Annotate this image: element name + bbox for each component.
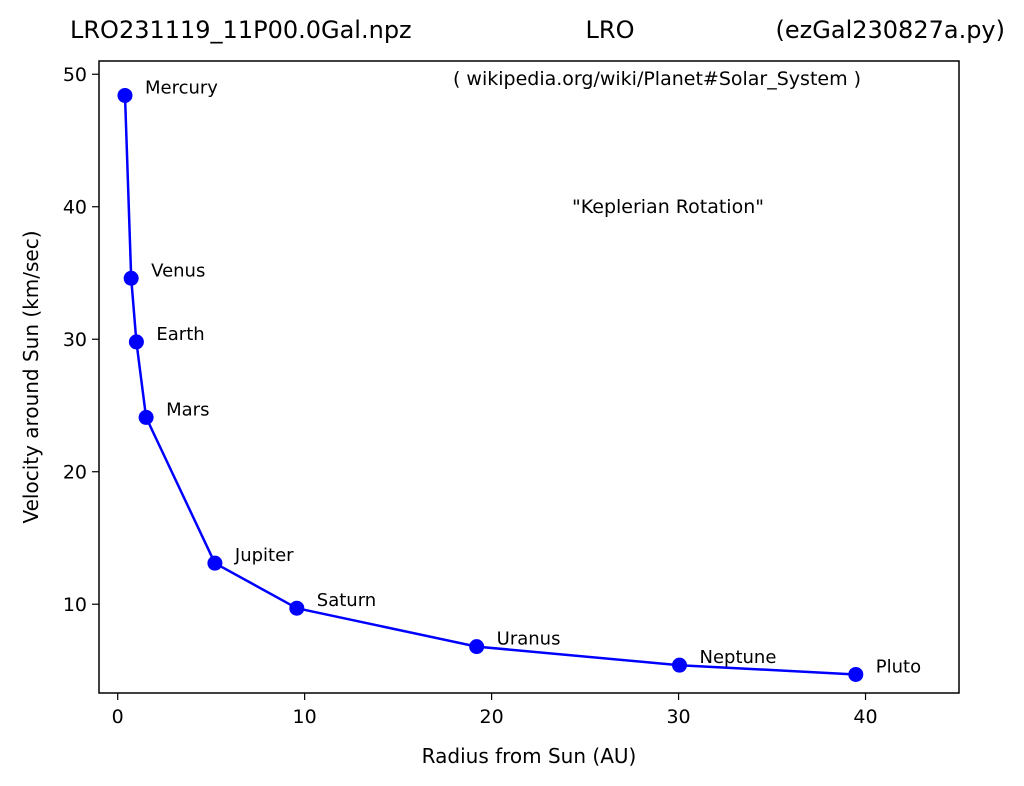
x-tick-label: 0 — [112, 706, 124, 728]
y-tick-label: 10 — [63, 594, 87, 616]
y-axis-label: Velocity around Sun (km/sec) — [19, 230, 43, 523]
y-tick-label: 40 — [63, 197, 87, 219]
velocity-series: Mercury Venus Earth Mars Jupiter Saturn Uranus… — [117, 77, 921, 682]
point-label: Venus — [151, 260, 205, 281]
data-point — [672, 657, 687, 673]
data-point — [117, 87, 133, 103]
y-tick-label: 20 — [63, 462, 87, 484]
data-point — [848, 666, 864, 682]
point-label: Mercury — [145, 77, 218, 98]
point-label: Pluto — [876, 656, 921, 677]
x-tick-label: 20 — [480, 706, 504, 728]
x-tick-label: 30 — [666, 706, 690, 728]
data-point — [123, 270, 139, 286]
data-point — [469, 639, 485, 655]
header-left-title: LRO231119_11P00.0Gal.npz — [70, 16, 412, 44]
point-label: Earth — [156, 324, 204, 345]
x-axis-ticks: 0 10 20 30 40 — [112, 693, 878, 728]
point-label: Saturn — [317, 590, 376, 611]
y-tick-label: 30 — [63, 329, 87, 351]
header-right-title: (ezGal230827a.py) — [776, 16, 1005, 44]
header-center-title: LRO — [586, 16, 635, 44]
x-tick-label: 10 — [293, 706, 317, 728]
x-tick-label: 40 — [853, 706, 877, 728]
keplerian-annotation: "Keplerian Rotation" — [572, 196, 764, 218]
point-label: Mars — [166, 399, 209, 420]
point-label: Uranus — [497, 629, 561, 650]
y-tick-label: 50 — [63, 64, 87, 86]
data-point — [207, 555, 223, 571]
source-annotation: ( wikipedia.org/wiki/Planet#Solar_System… — [453, 68, 861, 90]
point-label: Neptune — [700, 647, 777, 668]
data-point — [128, 334, 144, 350]
data-point — [138, 409, 154, 425]
point-label: Jupiter — [234, 545, 294, 566]
data-point — [289, 600, 305, 616]
y-axis-ticks: 10 20 30 40 50 — [63, 64, 99, 616]
x-axis-label: Radius from Sun (AU) — [422, 744, 637, 768]
plot-area — [98, 60, 960, 694]
